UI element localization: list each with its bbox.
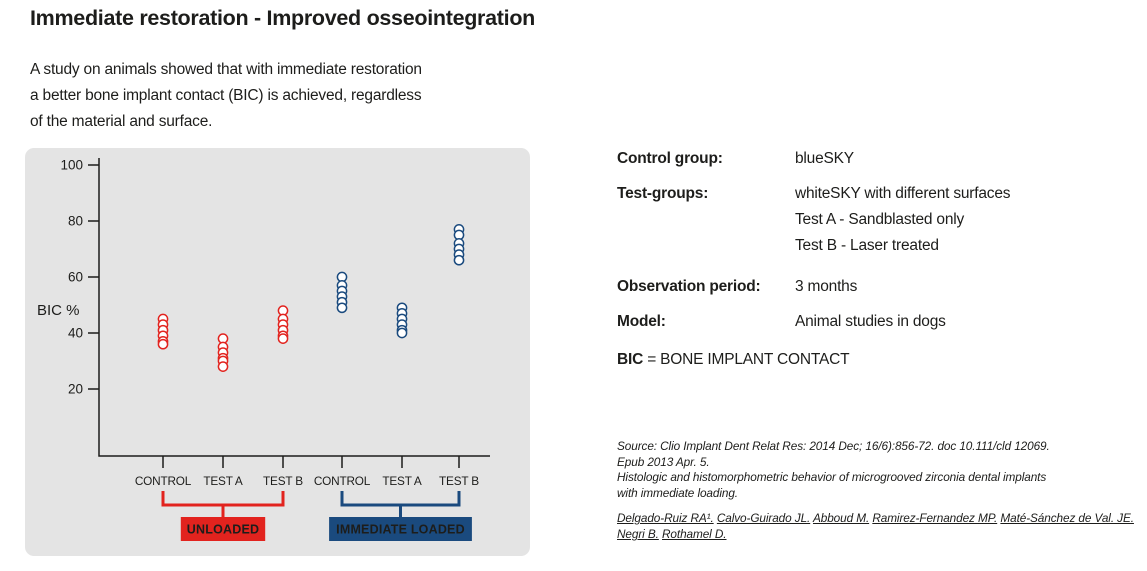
info-value: 3 months [795, 278, 858, 295]
x-tick-label: TEST B [263, 474, 303, 488]
group-bracket [161, 491, 285, 517]
scatter-point [277, 333, 289, 344]
info-row-test-groups: Test-groups: whiteSKY with different sur… [617, 181, 1139, 259]
scatter-point [157, 338, 169, 350]
info-row-model: Model: Animal studies in dogs [617, 309, 1139, 335]
x-tick-label: CONTROL [135, 474, 192, 488]
info-row-observation-period: Observation period: 3 months [617, 274, 1139, 300]
info-row-control-group: Control group: blueSKY [617, 146, 1139, 172]
x-tick-label: TEST A [382, 474, 422, 488]
y-tick-label: 60 [68, 270, 83, 285]
info-value: Animal studies in dogs [795, 313, 946, 330]
subtitle-line: a better bone implant contact (BIC) is a… [30, 87, 422, 104]
info-value: Test B - Laser treated [795, 237, 939, 254]
group-badge-label: UNLOADED [187, 523, 259, 537]
author-name: Delgado-Ruiz RA¹. [617, 511, 714, 525]
info-value: blueSKY [795, 150, 854, 167]
group-badge-label: IMMEDIATE LOADED [336, 523, 465, 537]
group-badge [180, 517, 266, 541]
y-tick-label: 100 [60, 158, 83, 173]
group-badge [329, 517, 472, 541]
source-block: Source: Clio Implant Dent Relat Res: 201… [617, 439, 1139, 542]
bic-term: BIC [617, 351, 644, 368]
author-name: Abboud M. [812, 511, 870, 525]
study-info-panel: Control group: blueSKY Test-groups: whit… [617, 146, 1139, 373]
info-label: Test-groups: [617, 185, 709, 202]
bic-scatter-chart: 100 80 60 40 20 BIC % CONTROL TEST A TEST B CONTR… [37, 158, 490, 541]
bic-definition: BIC = BONE IMPLANT CONTACT [617, 347, 1139, 373]
author-name: Ramirez-Fernandez MP. [872, 511, 998, 525]
y-axis-title: BIC % [37, 302, 80, 319]
y-tick-label: 40 [68, 326, 83, 341]
axes [98, 158, 490, 457]
source-citation-line: with immediate loading. [617, 485, 738, 500]
scatter-point [396, 327, 408, 339]
subtitle-line: A study on animals showed that with imme… [30, 61, 422, 78]
group-bracket [340, 491, 461, 517]
source-citation-line: Histologic and histomorphometric behavio… [617, 470, 1047, 484]
bic-expansion: = BONE IMPLANT CONTACT [647, 351, 850, 368]
y-tick-label: 80 [68, 214, 83, 229]
x-tick-label: CONTROL [314, 474, 371, 488]
authors-list: Delgado-Ruiz RA¹. Calvo-Guirado JL. Abbo… [617, 510, 1139, 542]
info-label: Control group: [617, 150, 723, 167]
info-label: Observation period: [617, 278, 761, 295]
author-name: Rothamel D. [662, 527, 727, 541]
subtitle-line: of the material and surface. [30, 113, 213, 130]
x-tick-label: TEST A [203, 474, 243, 488]
info-value: whiteSKY with different surfaces [795, 185, 1011, 202]
chart-panel: 100 80 60 40 20 BIC % CONTROL TEST A TEST B CONTR… [25, 148, 530, 556]
info-label: Model: [617, 313, 666, 330]
scatter-point [217, 361, 229, 372]
scatter-point [453, 254, 465, 266]
author-name: Negri B. [617, 527, 659, 541]
author-name: Calvo-Guirado JL. [716, 511, 811, 525]
subtitle: A study on animals showed that with imme… [30, 57, 422, 135]
source-citation-line: Epub 2013 Apr. 5. [617, 454, 710, 469]
author-name: Maté-Sánchez de Val. JE. [1000, 511, 1134, 525]
source-citation-line: Source: Clio Implant Dent Relat Res: 201… [617, 439, 1050, 453]
y-tick-label: 20 [68, 382, 83, 397]
page-title: Immediate restoration - Improved osseoin… [30, 6, 535, 30]
x-tick-label: TEST B [439, 474, 479, 488]
scatter-point [336, 302, 348, 314]
info-value: Test A - Sandblasted only [795, 211, 965, 228]
